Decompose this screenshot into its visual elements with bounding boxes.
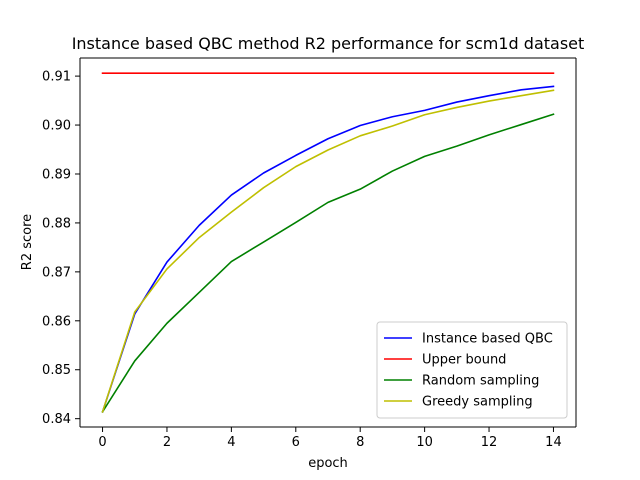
legend-box bbox=[376, 321, 568, 419]
series-line-0 bbox=[101, 85, 555, 413]
series-layer bbox=[101, 72, 555, 413]
legend-label: Greedy sampling bbox=[422, 395, 533, 410]
x-tick-label: 8 bbox=[356, 435, 364, 450]
x-tick-label: 6 bbox=[292, 435, 300, 450]
legend-label: Random sampling bbox=[422, 374, 539, 389]
x-tick-label: 0 bbox=[98, 435, 106, 450]
y-axis-label: R2 score bbox=[20, 214, 35, 270]
y-tick-label: 0.90 bbox=[42, 119, 71, 134]
x-axis-label: epoch bbox=[308, 456, 348, 471]
x-tick-label: 4 bbox=[227, 435, 235, 450]
y-tick-label: 0.87 bbox=[42, 265, 71, 280]
x-tick-label: 10 bbox=[416, 435, 433, 450]
y-tick-label: 0.88 bbox=[42, 216, 71, 231]
axes-layer bbox=[79, 57, 577, 428]
x-tick-label: 14 bbox=[545, 435, 562, 450]
legend: Instance based QBC Upper bound Random samp… bbox=[376, 321, 568, 419]
y-tick-label: 0.84 bbox=[42, 412, 71, 427]
x-tick-label: 2 bbox=[163, 435, 171, 450]
x-tick-label: 12 bbox=[481, 435, 498, 450]
series-line-3 bbox=[101, 89, 555, 413]
chart-title: Instance based QBC method R2 performance… bbox=[72, 34, 585, 53]
y-tick-label: 0.89 bbox=[42, 167, 71, 182]
ticks-layer: 0 2 4 6 8 10 12 14 0.84 0.85 0.86 0.87 0.88 0.89 0.90 0… bbox=[42, 70, 562, 450]
legend-label: Instance based QBC bbox=[422, 332, 553, 347]
y-tick-label: 0.86 bbox=[42, 314, 71, 329]
legend-label: Upper bound bbox=[422, 353, 506, 368]
series-line-2 bbox=[101, 113, 555, 413]
y-tick-label: 0.91 bbox=[42, 70, 71, 85]
y-tick-label: 0.85 bbox=[42, 363, 71, 378]
